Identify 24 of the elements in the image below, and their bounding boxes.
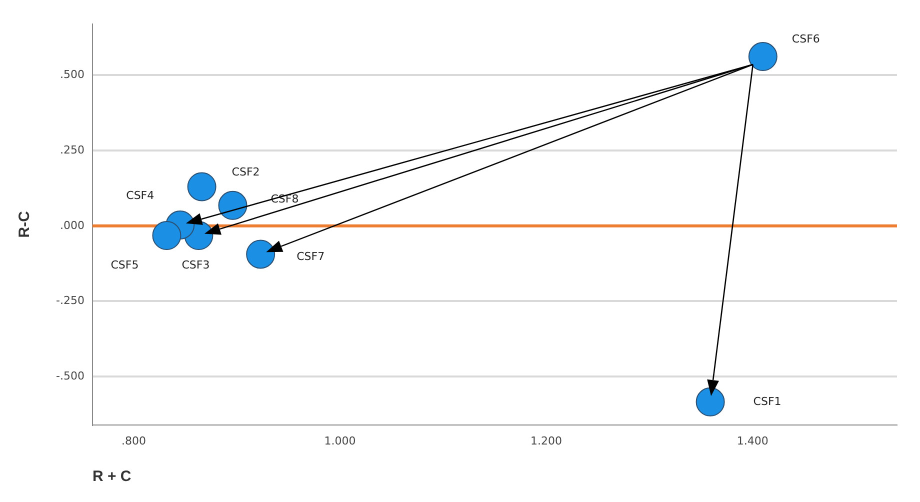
- y-tick-label: .000: [60, 218, 84, 232]
- y-tick-label: -.500: [56, 369, 84, 382]
- y-tick-label: .500: [60, 68, 84, 82]
- x-tick-label: .800: [121, 434, 146, 448]
- annotation: CSF3: [182, 258, 210, 272]
- x-axis-title: R + C: [92, 468, 132, 486]
- y-axis-title: R-C: [16, 210, 34, 238]
- y-tick-label: .250: [60, 143, 84, 156]
- x-tick-label: 1.000: [324, 434, 356, 448]
- annotation: CSF2: [232, 166, 260, 179]
- point: [748, 42, 778, 72]
- annotation: CSF1: [753, 394, 782, 408]
- annotation: CSF5: [110, 258, 139, 272]
- y-tick-label: -.250: [56, 294, 84, 308]
- x-tick-label: 1.200: [530, 434, 562, 448]
- point: [696, 387, 725, 416]
- annotation: CSF7: [296, 250, 325, 264]
- annotation: CSF4: [126, 188, 154, 202]
- x-tick-label: 1.400: [736, 434, 768, 448]
- point: [218, 190, 248, 220]
- annotation: CSF6: [792, 32, 820, 46]
- point: [152, 221, 182, 250]
- point: [187, 172, 216, 202]
- point: [246, 240, 276, 269]
